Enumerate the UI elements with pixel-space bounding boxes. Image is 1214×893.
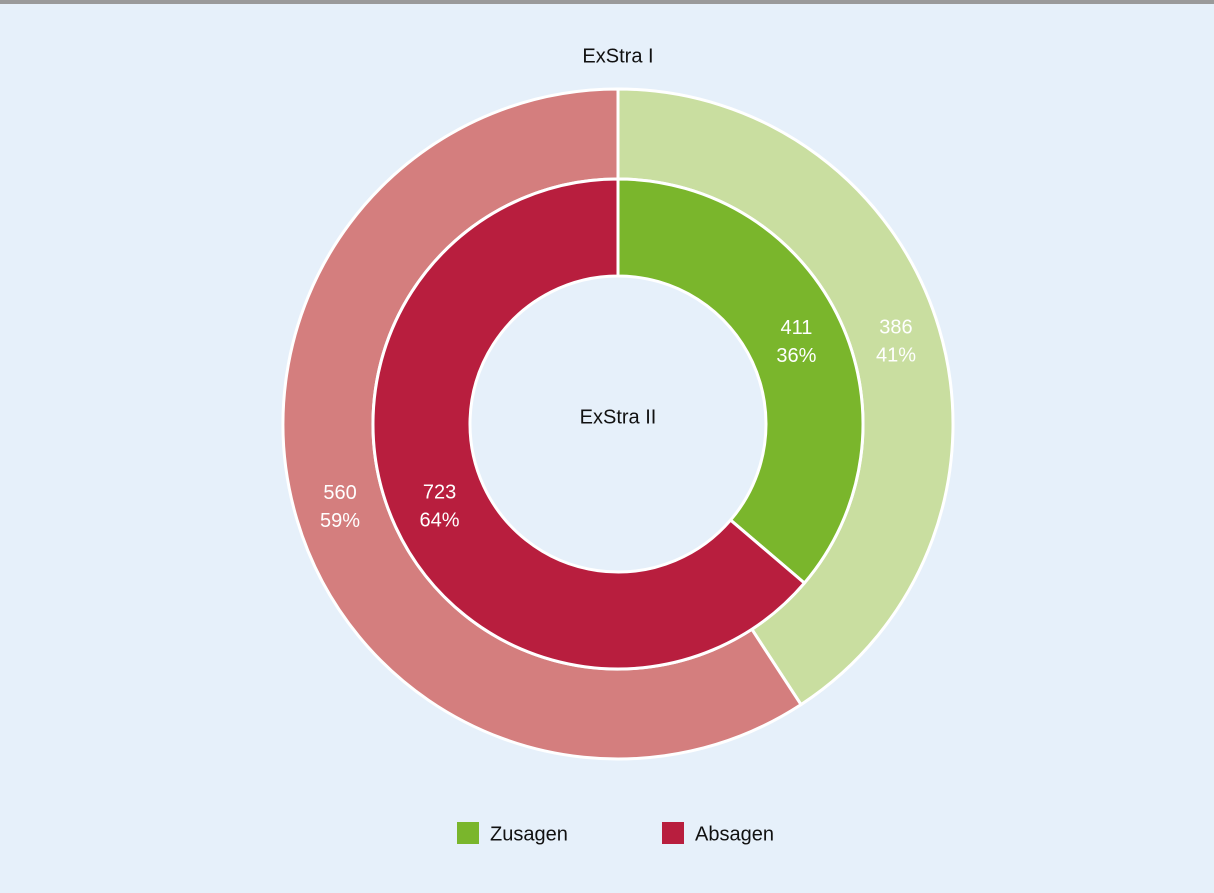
legend-swatch: [662, 822, 684, 844]
inner-ring-title: ExStra II: [580, 406, 657, 428]
legend-swatch: [457, 822, 479, 844]
donut-segment: [616, 177, 865, 586]
legend-label: Zusagen: [490, 823, 568, 845]
percent-label: 41%: [876, 345, 916, 367]
legend-label: Absagen: [695, 823, 774, 845]
outer-ring-title: ExStra I: [582, 45, 653, 67]
donut-segment: [371, 177, 807, 671]
value-label: 411: [780, 317, 812, 339]
percent-label: 36%: [776, 345, 816, 367]
top-rule: [0, 0, 1214, 4]
percent-label: 59%: [320, 510, 360, 532]
value-label: 723: [423, 482, 456, 504]
value-label: 560: [323, 482, 356, 504]
percent-label: 64%: [420, 510, 460, 532]
value-label: 386: [879, 317, 912, 339]
